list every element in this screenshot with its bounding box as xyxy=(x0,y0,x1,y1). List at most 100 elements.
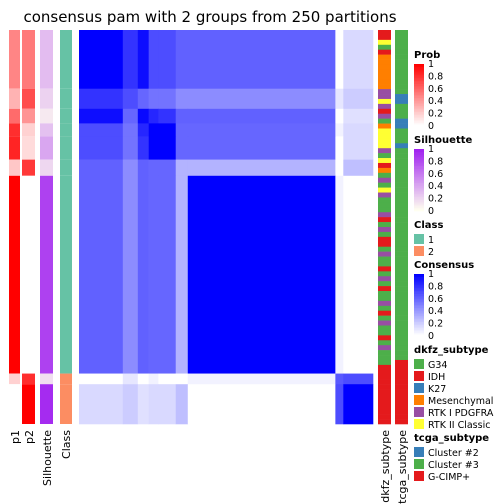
silhouette-legend-gradient xyxy=(414,184,424,187)
prob-legend-gradient xyxy=(414,110,424,113)
tcga-subtype-cell xyxy=(395,369,408,376)
dkfz-subtype-legend-swatch xyxy=(414,383,424,393)
tcga-subtype-cell xyxy=(395,79,408,85)
tcga-subtype-cell xyxy=(395,305,408,312)
consensus-legend-gradient xyxy=(414,309,424,312)
consensus-cell xyxy=(122,88,139,110)
p1-cell xyxy=(9,384,20,424)
dkfz-subtype-cell xyxy=(378,103,391,110)
silhouette-legend-gradient xyxy=(414,173,424,176)
silhouette-legend-gradient xyxy=(414,169,424,171)
consensus-legend-gradient xyxy=(414,317,424,320)
silhouette-legend-tick: 0 xyxy=(428,206,434,217)
class-cell xyxy=(60,88,72,109)
dkfz-subtype-cell xyxy=(378,364,391,371)
prob-legend-gradient xyxy=(414,113,424,116)
consensus-cell xyxy=(175,136,189,160)
prob-legend-gradient xyxy=(414,79,424,82)
p1-cell xyxy=(9,123,20,137)
prob-legend-gradient xyxy=(414,88,424,91)
tcga-subtype-legend-label: Cluster #2 xyxy=(428,448,479,459)
silhouette-legend-gradient xyxy=(414,200,424,202)
consensus-cell xyxy=(122,123,139,137)
tcga-subtype-cell xyxy=(395,364,408,371)
silhouette-legend-gradient xyxy=(414,198,424,201)
silhouette-legend-gradient xyxy=(414,166,424,168)
prob-legend-gradient xyxy=(414,70,424,73)
tcga-subtype-cell xyxy=(395,108,408,115)
silhouette-legend-tick: 0.8 xyxy=(428,156,443,167)
tcga-subtype-cell xyxy=(395,399,408,405)
dkfz-subtype-legend-swatch xyxy=(414,419,424,429)
consensus-cell xyxy=(79,175,124,374)
silhouette-legend-gradient xyxy=(414,155,424,158)
prob-legend-gradient xyxy=(414,85,424,88)
dkfz-subtype-legend-label: RTK II Classic xyxy=(428,420,490,431)
dkfz-subtype-cell xyxy=(378,207,391,213)
consensus-cell xyxy=(335,88,344,110)
tcga-subtype-cell xyxy=(395,291,408,297)
prob-legend-title: Prob xyxy=(414,50,440,61)
dkfz-subtype-legend-label: K27 xyxy=(428,384,446,395)
dkfz-subtype-cell xyxy=(378,39,391,46)
consensus-legend-gradient xyxy=(414,332,424,335)
consensus-cell xyxy=(137,88,149,110)
tcga-subtype-cell xyxy=(395,340,408,346)
tcga-subtype-cell xyxy=(395,74,408,80)
p2-cell xyxy=(22,175,35,374)
dkfz-subtype-cell xyxy=(378,241,391,247)
dkfz-subtype-cell xyxy=(378,236,391,243)
consensus-cell xyxy=(148,123,159,137)
chart-title: consensus pam with 2 groups from 250 par… xyxy=(23,8,397,26)
consensus-cell xyxy=(79,159,124,177)
consensus-cell xyxy=(175,30,189,90)
prob-legend-gradient xyxy=(414,73,424,76)
p2-cell xyxy=(22,108,35,124)
dkfz-subtype-legend-label: Mesenchymal xyxy=(428,396,493,407)
prob-legend-gradient xyxy=(414,93,424,96)
prob-legend-tick: 0.8 xyxy=(428,71,443,82)
tcga-subtype-cell xyxy=(395,162,408,169)
consensus-legend-gradient xyxy=(414,314,424,317)
consensus-cell xyxy=(137,30,149,90)
silhouette-legend-gradient xyxy=(414,206,424,209)
silhouette-cell xyxy=(40,88,53,109)
dkfz-subtype-cell xyxy=(378,261,391,267)
prob-legend-gradient xyxy=(414,101,424,104)
consensus-cell xyxy=(158,136,177,160)
p2-cell xyxy=(22,373,35,385)
tcga-subtype-cell xyxy=(395,227,408,233)
consensus-cell xyxy=(158,88,177,110)
consensus-legend-gradient xyxy=(414,328,424,331)
consensus-legend-gradient xyxy=(414,320,424,323)
silhouette-legend-gradient xyxy=(414,207,424,210)
prob-legend-gradient xyxy=(414,98,424,100)
class-cell xyxy=(60,159,72,176)
dkfz-subtype-cell xyxy=(378,335,391,341)
dkfz-subtype-cell xyxy=(378,345,391,351)
dkfz-subtype-cell xyxy=(378,384,391,390)
class-legend-title: Class xyxy=(414,220,443,231)
silhouette-legend-gradient xyxy=(414,149,424,151)
tcga-subtype-cell xyxy=(395,192,408,198)
dkfz-subtype-cell xyxy=(378,330,391,336)
silhouette-legend-gradient xyxy=(414,162,424,165)
dkfz-subtype-cell xyxy=(378,325,391,331)
dkfz-subtype-cell xyxy=(378,295,391,302)
tcga-subtype-cell xyxy=(395,236,408,243)
consensus-cell xyxy=(335,108,344,124)
consensus-legend-gradient xyxy=(414,280,424,283)
dkfz-subtype-cell xyxy=(378,414,391,420)
consensus-legend-gradient xyxy=(414,303,424,306)
tcga-subtype-cell xyxy=(395,69,408,75)
consensus-cell xyxy=(79,30,124,90)
dkfz-subtype-cell xyxy=(378,320,391,326)
tcga-subtype-cell xyxy=(395,404,408,410)
consensus-legend-tick: 1 xyxy=(428,269,434,280)
dkfz-subtype-cell xyxy=(378,251,391,257)
dkfz-subtype-cell xyxy=(378,227,391,233)
consensus-cell xyxy=(122,30,139,90)
consensus-cell xyxy=(335,30,344,90)
consensus-cell xyxy=(158,373,177,385)
class-cell xyxy=(60,123,72,137)
